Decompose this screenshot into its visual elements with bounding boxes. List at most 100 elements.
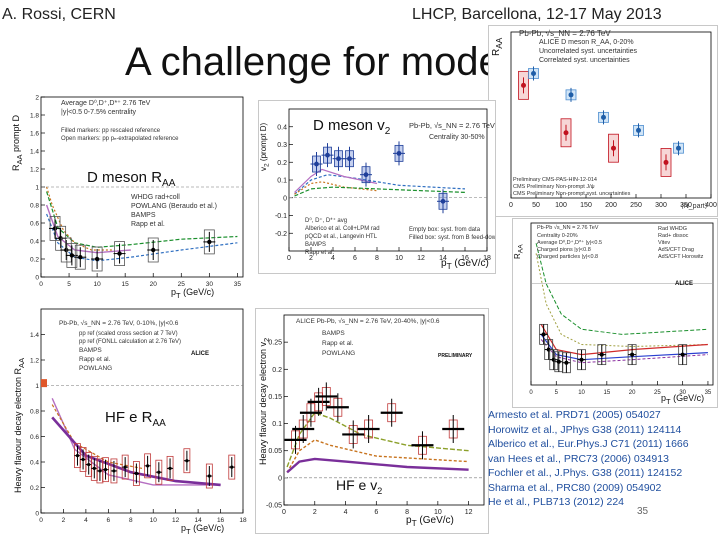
- d-raa-note-1: Open markers: pp pₙ-extrapolated referen…: [61, 136, 179, 142]
- x-tick-label: 100: [555, 202, 567, 209]
- x-tick-label: 50: [532, 202, 540, 209]
- data-point: [363, 172, 369, 178]
- y-tick-label: -0.05: [266, 503, 282, 510]
- x-tick-label: 5: [67, 281, 71, 288]
- d-raa-note-0: Filled markers: pp rescaled reference: [61, 128, 161, 134]
- y-tick-label: 0.8: [30, 203, 39, 210]
- data-point: [103, 468, 108, 472]
- x-tick-label: 200: [605, 202, 617, 209]
- data-point: [440, 198, 446, 204]
- x-tick-label: 8: [129, 517, 133, 524]
- data-point: [92, 466, 96, 470]
- y-tick-label: 0.2: [272, 367, 282, 374]
- reference-item: van Hees et al., PRC73 (2006) 034913: [488, 452, 669, 465]
- d-v2-header: Pb-Pb, √s_NN = 2.76 TeV: [409, 121, 495, 130]
- drm-legend-1: Centrality 0-20%: [537, 233, 578, 239]
- drm-model-2: Vitev: [658, 240, 671, 246]
- y-tick-label: -0.1: [275, 213, 287, 220]
- y-tick-label: 1.4: [30, 149, 39, 156]
- d-raa-xlabel: pT (GeV/c): [171, 287, 215, 300]
- panel-hfe-v2: 0 2 4 6 8 10 12 -0.05 0 0.05 0.1 0.15 0.2 0.25 Heavy …: [255, 308, 489, 534]
- data-point: [185, 459, 189, 463]
- d-raa-legend-top-1: |y|<0.5 0-7.5% centrality: [61, 109, 137, 116]
- model-curve-ads-horowitz: [535, 253, 708, 348]
- data-point: [78, 255, 83, 260]
- npart-legend-2: Correlated syst. uncertainties: [539, 57, 630, 64]
- drm-model-0: Rad WHDG: [658, 226, 688, 232]
- data-point: [568, 92, 574, 98]
- y-tick-label: 1.8: [30, 113, 39, 120]
- plot-frame: [530, 222, 714, 386]
- drm-legend-3: Charged pions |y|<0.8: [537, 247, 591, 253]
- x-tick-label: 12: [417, 255, 425, 262]
- d-raa-legend-3: Rapp et al.: [131, 221, 165, 228]
- y-tick-label: 0.25: [268, 340, 282, 347]
- x-tick-label: 0: [39, 517, 43, 524]
- y-tick-label: 1.2: [30, 167, 39, 174]
- reference-item: Fochler et al., J.Phys. G38 (2011) 12415…: [488, 467, 683, 479]
- data-point: [563, 130, 569, 136]
- y-tick-label: 1.6: [30, 131, 39, 138]
- d-raa-label: D meson RAA: [87, 169, 176, 189]
- data-point: [52, 226, 58, 231]
- panel-hfe-raa: 0 2 4 6 8 10 12 14 16 18 0 0.2 0.4 0.6 0.8 1 1.2 1.4 Heav…: [10, 302, 248, 536]
- reference-item: He et al., PLB713 (2012) 224: [488, 496, 625, 508]
- reference-item: Alberico et al., Eur.Phys.J C71 (2011) 1…: [488, 438, 689, 450]
- d-raa-plot: 0 5 10 15 20 25 30 35 0 0.2 0.4 0.6 0.8 1 1.2 1.4 1.6 1.8…: [30, 95, 244, 288]
- d-raa-ylabel: RAA prompt D: [11, 114, 24, 171]
- y-tick-label: 0.2: [30, 485, 39, 492]
- data-point: [601, 114, 606, 120]
- y-tick-label: 1.2: [30, 358, 39, 365]
- data-point: [396, 150, 402, 156]
- page-number: 35: [637, 506, 649, 517]
- x-tick-label: 25: [178, 281, 186, 288]
- x-tick-label: 8: [375, 255, 379, 262]
- drm-model-4: AdS/CFT Horowitz: [658, 254, 704, 260]
- x-tick-label: 20: [150, 281, 158, 288]
- reference-item: Sharma et al., PRC80 (2009) 054902: [488, 481, 662, 494]
- x-tick-label: 30: [206, 281, 214, 288]
- data-point: [579, 357, 584, 362]
- data-point: [325, 152, 330, 158]
- y-tick-label: 0.6: [30, 434, 39, 441]
- x-tick-label: 250: [630, 202, 642, 209]
- npart-note-0: Preliminary CMS-PAS-HIN-12-014: [513, 177, 597, 183]
- x-tick-label: 16: [461, 255, 469, 262]
- x-tick-label: 10: [434, 509, 442, 516]
- hfe-raa-xlabel: pT (GeV/c): [181, 523, 225, 536]
- header-conference: LHCP, Barcellona, 12-17 May 2013: [412, 6, 662, 23]
- x-tick-label: 4: [84, 517, 88, 524]
- drm-model-3: AdS/CFT Drag: [658, 247, 694, 253]
- slide-title: A challenge for mode: [125, 40, 501, 84]
- d-raa-legend-0: WHDG rad+coll: [131, 194, 180, 201]
- data-point: [521, 82, 526, 88]
- data-point: [230, 465, 234, 469]
- x-tick-label: 25: [654, 390, 661, 396]
- npart-xlabel: ⟨N_part⟩: [681, 203, 708, 210]
- y-tick-label: 1: [35, 383, 39, 390]
- y-tick-label: 0.1: [277, 178, 287, 185]
- data-point: [347, 156, 352, 162]
- npart-note-2: CMS Preliminary Non-prompt syst. uncerta…: [513, 191, 631, 197]
- hfe-v2-ylabel: Heavy flavour decay electron v2: [258, 337, 271, 465]
- y-tick-label: 0: [35, 511, 39, 518]
- model-curve-bamps: [45, 204, 131, 254]
- d-raa-legend-1: POWLANG (Beraudo et al.): [131, 203, 217, 210]
- data-point: [123, 465, 127, 469]
- x-tick-label: 2: [309, 255, 313, 262]
- model-curve-powlang: [286, 457, 469, 474]
- model-curve-rapp: [286, 439, 469, 473]
- data-point: [112, 469, 116, 473]
- hfe-v2-label: HF e v2: [336, 477, 383, 496]
- hfe-v2-tag: PRELIMINARY: [438, 353, 473, 359]
- hfe-raa-legend-4: POWLANG: [79, 365, 113, 372]
- drm-legend-2: Average D⁰,D⁺,D*⁺ |y|<0.5: [537, 240, 603, 246]
- y-tick-label: 0.15: [268, 394, 282, 401]
- y-tick-label: 1: [35, 185, 39, 192]
- npart-note-1: CMS Preliminary Non-prompt J/ψ: [513, 184, 595, 190]
- hfe-v2-legend-2: POWLANG: [322, 350, 356, 357]
- x-tick-label: 35: [234, 281, 242, 288]
- x-tick-label: 20: [629, 390, 636, 396]
- d-raa-legend-2: BAMPS: [131, 212, 156, 219]
- data-point: [94, 256, 100, 262]
